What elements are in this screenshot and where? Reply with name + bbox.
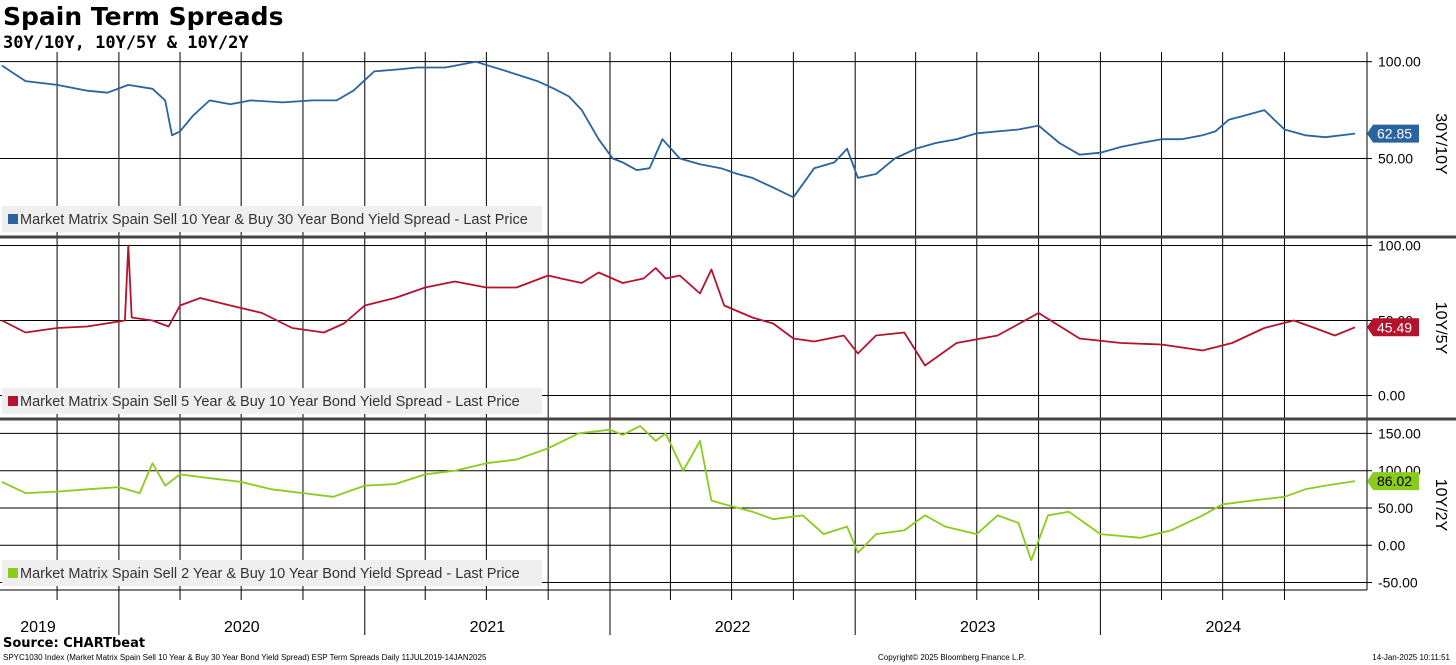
y-tick-label: 100.00 bbox=[1378, 238, 1421, 254]
chart-title: Spain Term Spreads bbox=[3, 2, 284, 31]
legend-label: Market Matrix Spain Sell 10 Year & Buy 3… bbox=[20, 212, 528, 228]
footer-copyright: Copyright© 2025 Bloomberg Finance L.P. bbox=[878, 653, 1026, 662]
x-tick-label: 2023 bbox=[960, 619, 996, 636]
last-price-label: 45.49 bbox=[1377, 319, 1412, 335]
y-tick-label: -50.00 bbox=[1378, 575, 1418, 591]
legend-box bbox=[2, 206, 542, 232]
y-tick-label: 0.00 bbox=[1378, 537, 1405, 553]
y-axis-title: 10Y/5Y bbox=[1432, 302, 1449, 355]
legend-swatch bbox=[8, 214, 18, 224]
x-tick-label: 2022 bbox=[715, 619, 751, 636]
series-line bbox=[1, 425, 1356, 562]
y-axis-title: 30Y/10Y bbox=[1432, 113, 1449, 175]
x-tick-label: 2021 bbox=[470, 619, 506, 636]
source-note: Source: CHARTbeat bbox=[3, 636, 146, 651]
x-tick-label: 2020 bbox=[224, 619, 260, 636]
last-price-label: 86.02 bbox=[1377, 473, 1412, 489]
y-tick-label: 50.00 bbox=[1378, 151, 1413, 167]
footer-description: SPYC1030 Index (Market Matrix Spain Sell… bbox=[3, 653, 487, 662]
y-axis-title: 10Y/2Y bbox=[1432, 479, 1449, 532]
x-tick-label: 2024 bbox=[1206, 619, 1242, 636]
legend-swatch bbox=[8, 568, 18, 578]
series-line bbox=[1, 244, 1356, 367]
panel-30y-10y: 100.00 50.00 62.85 30Y/10Y Market Matrix Spa… bbox=[0, 52, 1449, 236]
legend-box bbox=[2, 560, 542, 586]
x-axis: 2019 2020 2021 2022 2023 2024 bbox=[0, 589, 1367, 636]
last-price-badge bbox=[1367, 124, 1419, 143]
legend-label: Market Matrix Spain Sell 2 Year & Buy 10… bbox=[20, 566, 520, 582]
chart-canvas: 100.00 50.00 62.85 30Y/10Y Market Matrix Spa… bbox=[0, 52, 1456, 636]
y-tick-label: 0.00 bbox=[1378, 388, 1405, 404]
last-price-badge bbox=[1367, 318, 1419, 337]
footer-timestamp: 14-Jan-2025 10:11:51 bbox=[1372, 653, 1450, 662]
legend-swatch bbox=[8, 396, 18, 406]
legend-label: Market Matrix Spain Sell 5 Year & Buy 10… bbox=[20, 394, 520, 410]
chart-subtitle: 30Y/10Y, 10Y/5Y & 10Y/2Y bbox=[3, 33, 249, 53]
y-tick-label: 50.00 bbox=[1378, 500, 1413, 516]
last-price-label: 62.85 bbox=[1377, 126, 1412, 142]
x-tick-label: 2019 bbox=[20, 619, 56, 636]
series-line bbox=[1, 60, 1356, 199]
last-price-badge bbox=[1367, 472, 1419, 491]
legend-box bbox=[2, 388, 542, 414]
y-tick-label: 100.00 bbox=[1378, 54, 1421, 70]
y-tick-label: 150.00 bbox=[1378, 425, 1421, 441]
